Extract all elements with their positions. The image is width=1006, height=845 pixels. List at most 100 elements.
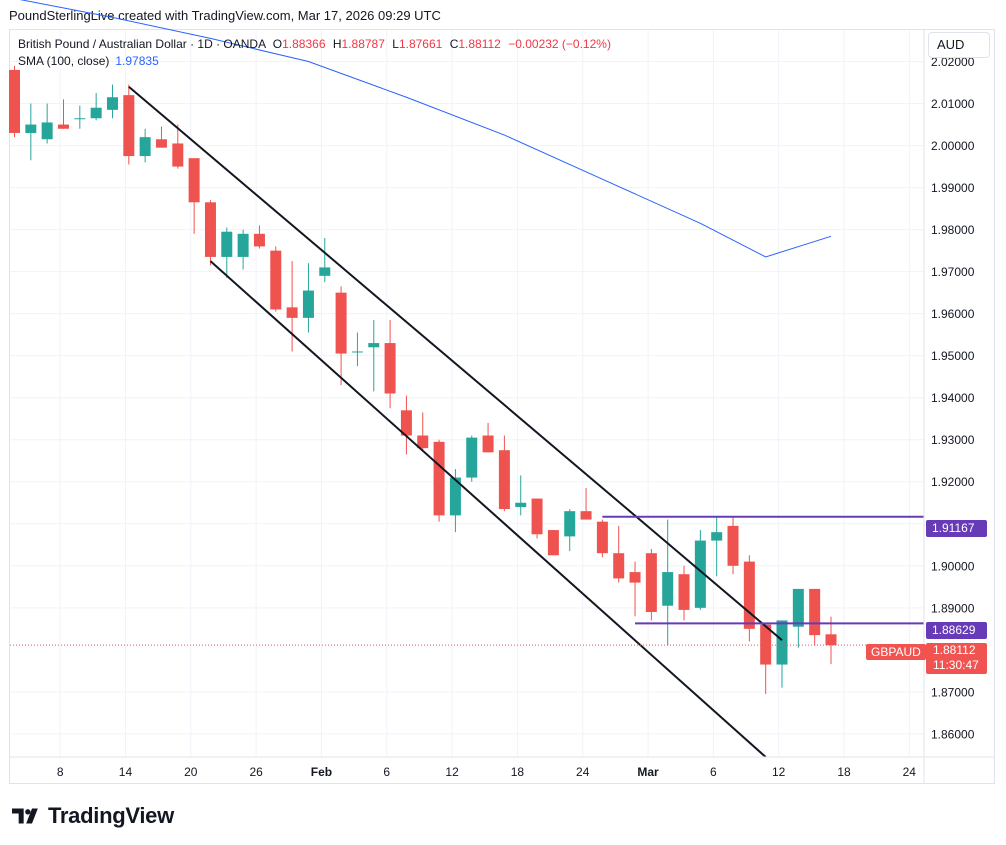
candle bbox=[204, 200, 216, 266]
x-tick-label: Mar bbox=[637, 765, 659, 779]
candle-body bbox=[400, 410, 412, 436]
y-tick-label: 1.93000 bbox=[931, 433, 975, 447]
x-tick-label: 20 bbox=[184, 765, 198, 779]
candle bbox=[221, 227, 233, 278]
candle-body bbox=[57, 124, 69, 129]
x-tick-label: 12 bbox=[772, 765, 786, 779]
y-tick-label: 1.92000 bbox=[931, 475, 975, 489]
candle bbox=[760, 622, 772, 694]
candle-body bbox=[384, 343, 396, 394]
candle bbox=[335, 286, 347, 386]
candle-body bbox=[727, 525, 739, 566]
candle bbox=[90, 93, 102, 121]
x-tick-label: 26 bbox=[249, 765, 263, 779]
candle-body bbox=[792, 588, 804, 627]
candle-body bbox=[449, 477, 461, 516]
candle-body bbox=[613, 553, 625, 579]
resistance-price-tag: 1.91167 bbox=[926, 520, 987, 537]
sma-label[interactable]: SMA (100, close) bbox=[18, 54, 110, 68]
candle bbox=[645, 548, 657, 621]
candle-body bbox=[123, 95, 135, 157]
y-tick-label: 1.86000 bbox=[931, 727, 975, 741]
candle bbox=[629, 561, 641, 617]
open-label: O bbox=[272, 37, 283, 51]
candle-body bbox=[547, 530, 559, 556]
candle-body bbox=[155, 139, 167, 148]
chart-frame[interactable] bbox=[9, 29, 995, 784]
change-value: −0.00232 (−0.12%) bbox=[508, 37, 611, 51]
tradingview-logo[interactable]: TradingView bbox=[12, 803, 174, 829]
candle bbox=[498, 435, 510, 512]
candle-body bbox=[319, 267, 331, 276]
candle-body bbox=[466, 437, 478, 478]
y-tick-label: 1.95000 bbox=[931, 349, 975, 363]
sma-line-path bbox=[19, 0, 832, 258]
candle bbox=[123, 84, 135, 165]
candle bbox=[319, 238, 331, 283]
low-label: L bbox=[392, 37, 399, 51]
candle-body bbox=[237, 233, 249, 257]
candle bbox=[155, 126, 167, 148]
horizontal-levels bbox=[10, 515, 924, 646]
candle bbox=[547, 530, 559, 556]
candle bbox=[9, 65, 20, 138]
candle-body bbox=[596, 521, 608, 554]
candle bbox=[286, 261, 298, 352]
axes: 2.02000 2.01000 2.00000 1.99000 1.98000 1.970… bbox=[10, 30, 994, 783]
candle bbox=[237, 229, 249, 270]
candle bbox=[809, 588, 821, 646]
candle bbox=[466, 435, 478, 482]
sma-value: 1.97835 bbox=[115, 54, 159, 68]
candle bbox=[776, 620, 788, 688]
symbol-title[interactable]: British Pound / Australian Dollar · 1D ·… bbox=[18, 37, 266, 51]
candle bbox=[400, 395, 412, 455]
x-tick-label: 6 bbox=[710, 765, 717, 779]
x-tick-label: 24 bbox=[576, 765, 590, 779]
candle bbox=[727, 517, 739, 575]
y-tick-label: 1.97000 bbox=[931, 265, 975, 279]
candle-body bbox=[776, 620, 788, 665]
candle-body bbox=[90, 107, 102, 119]
candle-body bbox=[172, 143, 184, 167]
candle bbox=[351, 332, 363, 367]
candle-body bbox=[368, 343, 380, 348]
high-label: H bbox=[332, 37, 342, 51]
candles bbox=[9, 65, 837, 694]
y-tick-label: 1.94000 bbox=[931, 391, 975, 405]
candle bbox=[172, 124, 184, 169]
candle bbox=[792, 588, 804, 648]
candle-body bbox=[106, 97, 118, 110]
y-tick-label: 1.96000 bbox=[931, 307, 975, 321]
candle-body bbox=[645, 553, 657, 613]
candle bbox=[515, 475, 527, 516]
x-tick-label: Feb bbox=[311, 765, 332, 779]
candle bbox=[41, 103, 53, 144]
candle-body bbox=[433, 441, 445, 516]
candle bbox=[302, 263, 314, 333]
y-tick-label: 1.90000 bbox=[931, 559, 975, 573]
support-price-tag: 1.88629 bbox=[926, 622, 987, 639]
candle-body bbox=[694, 540, 706, 608]
candle-body bbox=[270, 250, 282, 310]
candle-body bbox=[809, 588, 821, 636]
x-tick-label: 8 bbox=[57, 765, 64, 779]
candle bbox=[57, 99, 69, 129]
candle bbox=[384, 319, 396, 409]
candle-body bbox=[678, 574, 690, 610]
x-tick-label: 12 bbox=[445, 765, 459, 779]
candle-body bbox=[662, 572, 674, 606]
candle bbox=[678, 565, 690, 621]
candle-body bbox=[204, 202, 216, 257]
y-tick-label: 1.89000 bbox=[931, 601, 975, 615]
channel-upper-line bbox=[128, 85, 783, 641]
currency-button[interactable]: AUD bbox=[928, 32, 990, 58]
y-tick-label: 2.01000 bbox=[931, 97, 975, 111]
y-tick-label: 1.87000 bbox=[931, 685, 975, 699]
x-tick-label: 14 bbox=[119, 765, 133, 779]
candle bbox=[270, 246, 282, 312]
close-label: C bbox=[449, 37, 459, 51]
candle-body bbox=[253, 233, 265, 247]
candle bbox=[580, 488, 592, 520]
candle bbox=[433, 439, 445, 522]
